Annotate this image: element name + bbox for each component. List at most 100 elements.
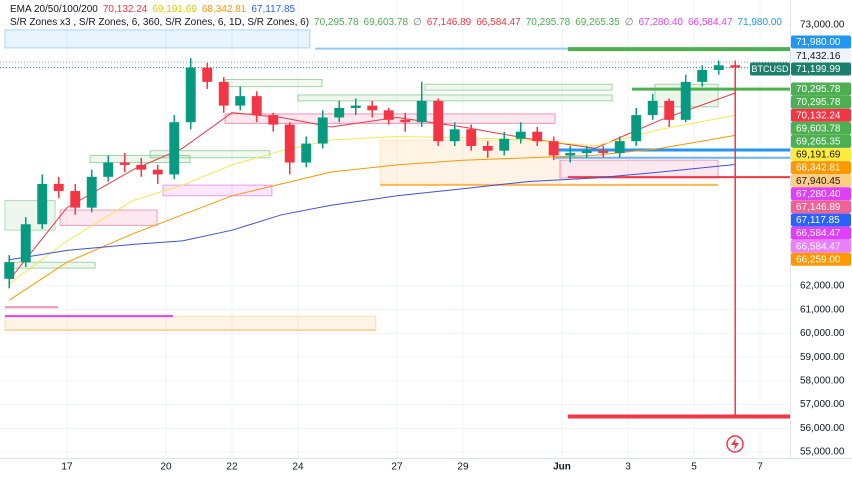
price-tag-label: 71,980.00 (796, 37, 841, 48)
y-tick-label: 62,000.00 (800, 281, 845, 292)
price-tag-label: 71,199.99 (796, 64, 841, 75)
price-tag-label: 70,295.78 (796, 97, 841, 108)
y-tick-label: 61,000.00 (800, 304, 845, 315)
candle-body (218, 81, 229, 106)
x-tick-label: 27 (391, 462, 403, 473)
legend-value: 70,132.24 (102, 4, 148, 15)
candle-body (416, 100, 427, 123)
y-tick-label: 58,000.00 (800, 376, 845, 387)
price-tag (791, 252, 851, 266)
sr-zone (424, 83, 613, 91)
legend-value: 70,295.78 (525, 17, 571, 28)
price-tag-label: 66,259.00 (796, 254, 841, 265)
candle-body (482, 145, 493, 151)
sr-zone (4, 29, 311, 49)
x-tick-label: 17 (61, 462, 73, 473)
candle-body (4, 262, 15, 279)
legend: EMA 20/50/100/200 70,132.24 69,191.69 68,34… (10, 3, 787, 29)
candle-body (383, 110, 394, 120)
y-tick-label: 57,000.00 (800, 399, 845, 410)
price-tag (791, 174, 851, 188)
price-tag (791, 35, 851, 49)
candle-body (449, 129, 460, 142)
candle-body (37, 183, 48, 225)
legend-value: ∅ (413, 17, 422, 28)
price-tag (791, 108, 851, 122)
candle-body (697, 70, 708, 82)
legend-label: S/R Zones x3 , S/R Zones, 6, 360, S/R Zo… (10, 17, 310, 28)
candle-body (367, 105, 378, 111)
candle-body (20, 224, 31, 263)
legend-value: 67,280.40 (638, 17, 683, 28)
candle-body (284, 124, 295, 163)
sr-zone (162, 184, 273, 197)
y-tick-label: 59,000.00 (800, 352, 845, 363)
price-tag (791, 200, 851, 214)
candle-body (152, 169, 163, 175)
legend-value: 70,295.78 (314, 17, 359, 28)
candle-body (631, 115, 642, 142)
candle-body (251, 96, 262, 116)
price-tag-label: 68,342.81 (796, 163, 841, 174)
y-tick-label: 73,000.00 (800, 20, 845, 31)
symbol-tag-label: BTCUSD (751, 64, 789, 74)
candle-body (730, 65, 741, 68)
price-tag-label: 71,432.16 (796, 51, 841, 62)
price-tag (791, 226, 851, 240)
candle-body (317, 117, 328, 144)
x-tick-label: 22 (226, 462, 238, 473)
sr-zone (379, 139, 561, 186)
price-tag (791, 82, 851, 96)
legend-value: 69,191.69 (152, 4, 197, 15)
x-tick-label: 7 (757, 462, 763, 473)
y-tick-label: 56,000.00 (800, 423, 845, 434)
candle-body (350, 105, 361, 108)
candle-body (433, 100, 444, 142)
legend-label: EMA 20/50/100/200 (10, 4, 98, 15)
price-tag-label: 69,603.78 (796, 123, 841, 134)
legend-value: 68,342.81 (201, 4, 247, 15)
price-tag-label: 69,191.69 (796, 150, 841, 161)
price-tag (791, 121, 851, 135)
candle-body (466, 129, 477, 146)
candle-body (202, 67, 213, 82)
ema-line (9, 164, 736, 261)
sr-zone (297, 94, 613, 102)
legend-row: EMA 20/50/100/200 70,132.24 69,191.69 68,34… (10, 3, 787, 16)
legend-row: S/R Zones x3 , S/R Zones, 6, 360, S/R Zo… (10, 16, 787, 29)
sr-zone (4, 261, 96, 269)
candle-body (713, 65, 724, 71)
candle-body (400, 119, 411, 123)
price-tag-label: 69,265.35 (796, 137, 841, 148)
candle-body (268, 115, 279, 125)
candle-body (86, 176, 97, 208)
sr-zone (59, 209, 158, 226)
price-tag (791, 213, 851, 227)
symbol-tag (750, 62, 790, 76)
candle-body (185, 67, 196, 123)
x-tick-label: 3 (625, 462, 631, 473)
legend-value: 71,980.00 (737, 17, 782, 28)
sr-zone (89, 154, 191, 164)
legend-value: 69,265.35 (575, 17, 620, 28)
candle-body (647, 100, 658, 116)
candle-body (532, 131, 543, 142)
price-tag-label: 70,132.24 (796, 110, 841, 121)
candle-body (334, 107, 345, 118)
price-tag (791, 239, 851, 253)
alert-icon[interactable] (726, 435, 744, 453)
candle-body (581, 150, 592, 154)
x-tick-label: Jun (553, 462, 571, 473)
price-tag (791, 49, 851, 63)
legend-value: 67,117.85 (251, 4, 296, 15)
x-tick-label: 5 (691, 462, 697, 473)
y-tick-label: 55,000.00 (800, 447, 845, 458)
x-tick-label: 24 (292, 462, 304, 473)
ema-line (8, 114, 736, 285)
price-tag-label: 70,295.78 (796, 84, 841, 95)
candle-body (169, 122, 180, 175)
candle-body (136, 164, 147, 170)
price-tag (791, 161, 851, 175)
legend-value: 69,603.78 (363, 17, 409, 28)
